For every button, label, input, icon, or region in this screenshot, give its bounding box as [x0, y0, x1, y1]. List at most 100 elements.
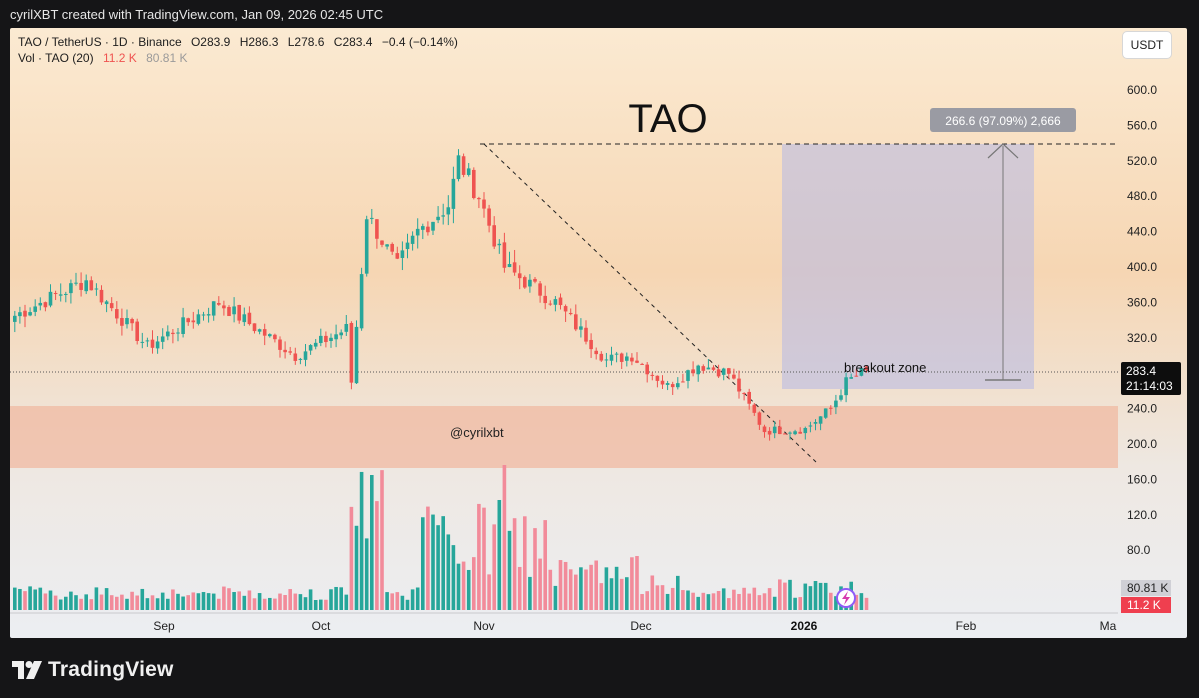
- candle-body[interactable]: [109, 303, 114, 309]
- candle-body[interactable]: [186, 318, 190, 323]
- candle-body[interactable]: [681, 381, 685, 383]
- candle-body[interactable]: [53, 293, 58, 295]
- candle-body[interactable]: [706, 367, 711, 370]
- candle-body[interactable]: [660, 380, 665, 385]
- candle-body[interactable]: [43, 302, 48, 308]
- candle-body[interactable]: [793, 431, 797, 435]
- candle-body[interactable]: [762, 426, 767, 433]
- candle-body[interactable]: [390, 243, 394, 252]
- candle-body[interactable]: [818, 416, 823, 424]
- candle-body[interactable]: [115, 309, 119, 319]
- candle-body[interactable]: [217, 303, 221, 305]
- candle-body[interactable]: [737, 378, 741, 392]
- candle-body[interactable]: [171, 332, 175, 335]
- candle-body[interactable]: [339, 332, 343, 336]
- candle-body[interactable]: [558, 297, 563, 306]
- candle-body[interactable]: [772, 426, 777, 434]
- candle-body[interactable]: [655, 375, 660, 381]
- volume-indicator-label[interactable]: Vol · TAO (20): [18, 51, 94, 65]
- candle-body[interactable]: [23, 310, 27, 317]
- candle-body[interactable]: [268, 334, 272, 337]
- candle-body[interactable]: [803, 427, 808, 434]
- candle-body[interactable]: [293, 353, 298, 361]
- candle-body[interactable]: [543, 295, 547, 304]
- candle-body[interactable]: [196, 314, 201, 324]
- candle-body[interactable]: [252, 323, 257, 332]
- candle-body[interactable]: [421, 226, 425, 230]
- candle-body[interactable]: [538, 283, 542, 296]
- candle-body[interactable]: [79, 282, 83, 290]
- candle-body[interactable]: [395, 253, 400, 259]
- candle-body[interactable]: [507, 264, 512, 268]
- candle-body[interactable]: [579, 326, 583, 330]
- candle-body[interactable]: [665, 383, 670, 385]
- candle-body[interactable]: [38, 302, 43, 306]
- candle-body[interactable]: [370, 217, 374, 219]
- candle-body[interactable]: [273, 334, 277, 340]
- candle-body[interactable]: [150, 339, 155, 348]
- candle-body[interactable]: [778, 426, 782, 435]
- candle-body[interactable]: [385, 244, 389, 247]
- candle-body[interactable]: [64, 293, 68, 295]
- breakout-box[interactable]: [782, 144, 1034, 389]
- candle-body[interactable]: [864, 366, 869, 371]
- candle-body[interactable]: [288, 351, 292, 353]
- candle-body[interactable]: [574, 314, 578, 330]
- volume-legend[interactable]: Vol · TAO (20) 11.2 K 80.81 K: [18, 51, 193, 65]
- candle-body[interactable]: [222, 305, 226, 309]
- candle-body[interactable]: [74, 282, 78, 284]
- candle-body[interactable]: [747, 391, 751, 404]
- candle-body[interactable]: [461, 156, 466, 175]
- candle-body[interactable]: [823, 408, 828, 418]
- candle-body[interactable]: [604, 359, 609, 361]
- candle-body[interactable]: [859, 368, 864, 376]
- candle-body[interactable]: [670, 384, 675, 388]
- candle-body[interactable]: [686, 370, 690, 381]
- candle-body[interactable]: [568, 312, 573, 315]
- candle-body[interactable]: [466, 168, 471, 175]
- candle-body[interactable]: [528, 279, 532, 287]
- candle-body[interactable]: [589, 339, 593, 350]
- candle-body[interactable]: [696, 365, 700, 375]
- candle-body[interactable]: [247, 312, 252, 325]
- candle-body[interactable]: [364, 219, 369, 274]
- candle-body[interactable]: [767, 430, 772, 435]
- candle-body[interactable]: [298, 358, 303, 360]
- candle-body[interactable]: [553, 299, 558, 305]
- tradingview-logo[interactable]: TradingView: [12, 658, 174, 682]
- candle-body[interactable]: [839, 395, 843, 400]
- candle-body[interactable]: [813, 422, 818, 424]
- candle-body[interactable]: [563, 306, 568, 312]
- candle-body[interactable]: [487, 208, 491, 226]
- candle-body[interactable]: [380, 240, 384, 245]
- candle-body[interactable]: [426, 226, 430, 233]
- candle-body[interactable]: [69, 283, 73, 294]
- candle-body[interactable]: [721, 368, 726, 375]
- candle-body[interactable]: [752, 404, 757, 413]
- candle-body[interactable]: [135, 321, 139, 341]
- candle-body[interactable]: [120, 317, 124, 326]
- candle-body[interactable]: [456, 155, 461, 180]
- candle-body[interactable]: [237, 304, 241, 321]
- candle-body[interactable]: [477, 198, 481, 200]
- candle-body[interactable]: [584, 327, 588, 342]
- candle-body[interactable]: [84, 280, 88, 292]
- candle-body[interactable]: [99, 289, 104, 303]
- candle-body[interactable]: [166, 331, 170, 337]
- candle-body[interactable]: [701, 366, 706, 371]
- candle-body[interactable]: [410, 235, 415, 244]
- chart-pane[interactable]: 266.6 (97.09%) 2,666 TAO @cyrilxbt break…: [10, 28, 1187, 638]
- candle-body[interactable]: [497, 243, 502, 246]
- candle-body[interactable]: [441, 215, 445, 217]
- candle-body[interactable]: [609, 354, 614, 361]
- candle-body[interactable]: [58, 294, 63, 296]
- candle-body[interactable]: [18, 312, 22, 317]
- candle-body[interactable]: [625, 356, 629, 361]
- candle-body[interactable]: [319, 335, 323, 344]
- candle-body[interactable]: [614, 353, 619, 355]
- candle-body[interactable]: [808, 425, 813, 427]
- candle-body[interactable]: [512, 262, 517, 273]
- candle-body[interactable]: [125, 318, 129, 325]
- candle-body[interactable]: [308, 345, 313, 351]
- candle-body[interactable]: [33, 306, 37, 312]
